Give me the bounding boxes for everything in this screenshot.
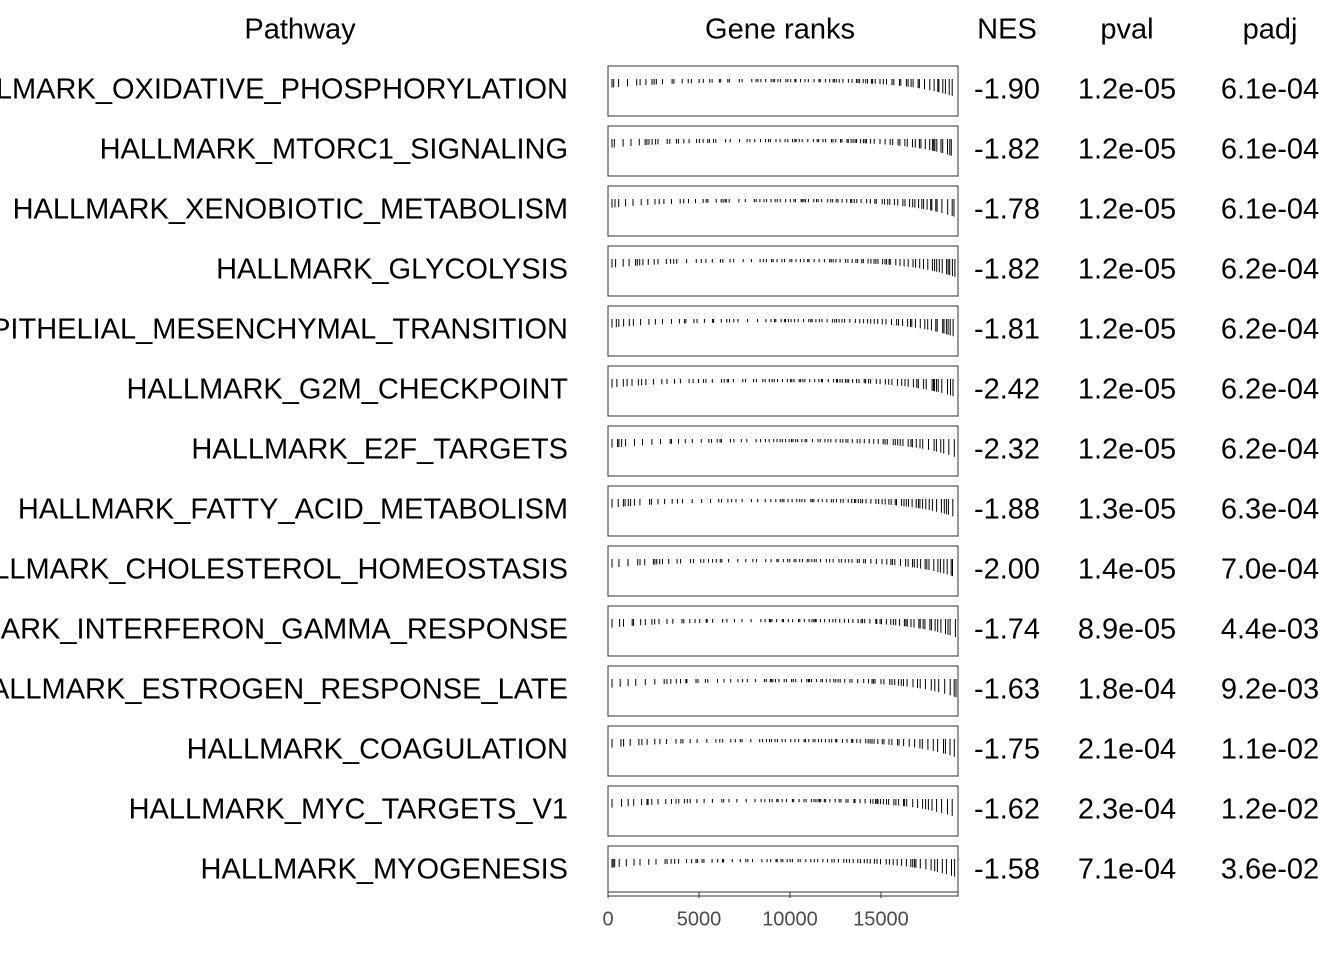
nes: -2.42 — [974, 374, 1040, 406]
rank-box — [607, 545, 959, 597]
padj: 6.1e-04 — [1221, 134, 1319, 166]
nes: -1.82 — [974, 134, 1040, 166]
pathway-name: HALLMARK_E2F_TARGETS — [191, 434, 568, 466]
rank-box — [607, 425, 959, 477]
rank-box — [607, 245, 959, 297]
rank-box — [607, 65, 959, 117]
pathway-name: HALLMARK_OXIDATIVE_PHOSPHORYLATION — [0, 74, 568, 106]
column-header: padj — [1243, 14, 1298, 46]
pval: 1.3e-05 — [1078, 494, 1176, 526]
pathway-name: HALLMARK_GLYCOLYSIS — [216, 254, 568, 286]
column-header: NES — [977, 14, 1037, 46]
padj: 6.3e-04 — [1221, 494, 1319, 526]
rank-box — [607, 725, 959, 777]
pathway-name: HALLMARK_FATTY_ACID_METABOLISM — [18, 494, 568, 526]
gene-rank-barcode — [611, 499, 954, 517]
padj: 1.2e-02 — [1221, 794, 1319, 826]
pathway-name: HALLMARK_INTERFERON_GAMMA_RESPONSE — [0, 614, 568, 646]
pathway-name: HALLMARK_CHOLESTEROL_HOMEOSTASIS — [0, 554, 568, 586]
rank-box — [607, 305, 959, 357]
nes: -1.62 — [974, 794, 1040, 826]
gene-rank-barcode — [611, 379, 954, 397]
gene-rank-barcode — [611, 799, 953, 816]
gene-rank-barcode — [611, 319, 954, 337]
padj: 6.2e-04 — [1221, 314, 1319, 346]
column-header: Pathway — [244, 14, 356, 46]
pval: 1.2e-05 — [1078, 314, 1176, 346]
rank-box — [607, 125, 959, 177]
nes: -2.00 — [974, 554, 1040, 586]
nes: -2.32 — [974, 434, 1040, 466]
gene-rank-barcode — [611, 439, 955, 457]
nes: -1.90 — [974, 74, 1040, 106]
rank-box — [607, 185, 959, 237]
nes: -1.75 — [974, 734, 1040, 766]
pathway-name: HALLMARK_COAGULATION — [187, 734, 568, 766]
nes: -1.63 — [974, 674, 1040, 706]
pathway-name: HALLMARK_MYOGENESIS — [201, 854, 568, 886]
gene-rank-barcode — [611, 679, 957, 698]
rank-box — [607, 605, 959, 657]
x-tick-label: 15000 — [853, 908, 909, 930]
padj: 6.1e-04 — [1221, 74, 1319, 106]
gene-rank-barcode — [611, 199, 955, 217]
nes: -1.81 — [974, 314, 1040, 346]
pathway-name: HALLMARK_G2M_CHECKPOINT — [126, 374, 568, 406]
nes: -1.74 — [974, 614, 1040, 646]
padj: 6.2e-04 — [1221, 434, 1319, 466]
column-header: Gene ranks — [705, 14, 855, 46]
gene-rank-barcode — [611, 79, 953, 96]
pval: 1.4e-05 — [1078, 554, 1176, 586]
padj: 9.2e-03 — [1221, 674, 1319, 706]
pval: 7.1e-04 — [1078, 854, 1176, 886]
gene-rank-barcode — [611, 619, 956, 638]
pval: 1.2e-05 — [1078, 194, 1176, 226]
pathway-name: HALLMARK_XENOBIOTIC_METABOLISM — [13, 194, 568, 226]
padj: 3.6e-02 — [1221, 854, 1319, 886]
x-tick-label: 5000 — [677, 908, 722, 930]
pval: 8.9e-05 — [1078, 614, 1176, 646]
pathway-name: HALLMARK_ESTROGEN_RESPONSE_LATE — [0, 674, 568, 706]
padj: 6.2e-04 — [1221, 254, 1319, 286]
gene-rank-barcode — [611, 859, 956, 877]
pathway-name: HALLMARK_MTORC1_SIGNALING — [100, 134, 568, 166]
pval: 1.8e-04 — [1078, 674, 1176, 706]
gene-rank-barcode — [611, 559, 953, 577]
padj: 7.0e-04 — [1221, 554, 1319, 586]
padj: 4.4e-03 — [1221, 614, 1319, 646]
nes: -1.58 — [974, 854, 1040, 886]
gene-rank-barcode — [611, 739, 955, 757]
pval: 1.2e-05 — [1078, 134, 1176, 166]
pathway-name: HALLMARK_EPITHELIAL_MESENCHYMAL_TRANSITI… — [0, 314, 568, 346]
nes: -1.78 — [974, 194, 1040, 226]
padj: 1.1e-02 — [1221, 734, 1319, 766]
pval: 1.2e-05 — [1078, 74, 1176, 106]
nes: -1.88 — [974, 494, 1040, 526]
padj: 6.1e-04 — [1221, 194, 1319, 226]
x-tick-label: 0 — [602, 908, 613, 930]
padj: 6.2e-04 — [1221, 374, 1319, 406]
rank-box — [607, 365, 959, 417]
column-header: pval — [1100, 14, 1153, 46]
nes: -1.82 — [974, 254, 1040, 286]
x-tick-label: 10000 — [762, 908, 818, 930]
pval: 1.2e-05 — [1078, 254, 1176, 286]
pval: 1.2e-05 — [1078, 434, 1176, 466]
pval: 2.3e-04 — [1078, 794, 1176, 826]
rank-box — [607, 785, 959, 837]
gene-rank-barcode — [611, 139, 952, 156]
rank-box — [607, 485, 959, 537]
pathway-name: HALLMARK_MYC_TARGETS_V1 — [129, 794, 568, 826]
rank-box — [607, 845, 959, 897]
rank-box — [607, 665, 959, 717]
pval: 1.2e-05 — [1078, 374, 1176, 406]
pval: 2.1e-04 — [1078, 734, 1176, 766]
gene-rank-barcode — [611, 259, 956, 277]
